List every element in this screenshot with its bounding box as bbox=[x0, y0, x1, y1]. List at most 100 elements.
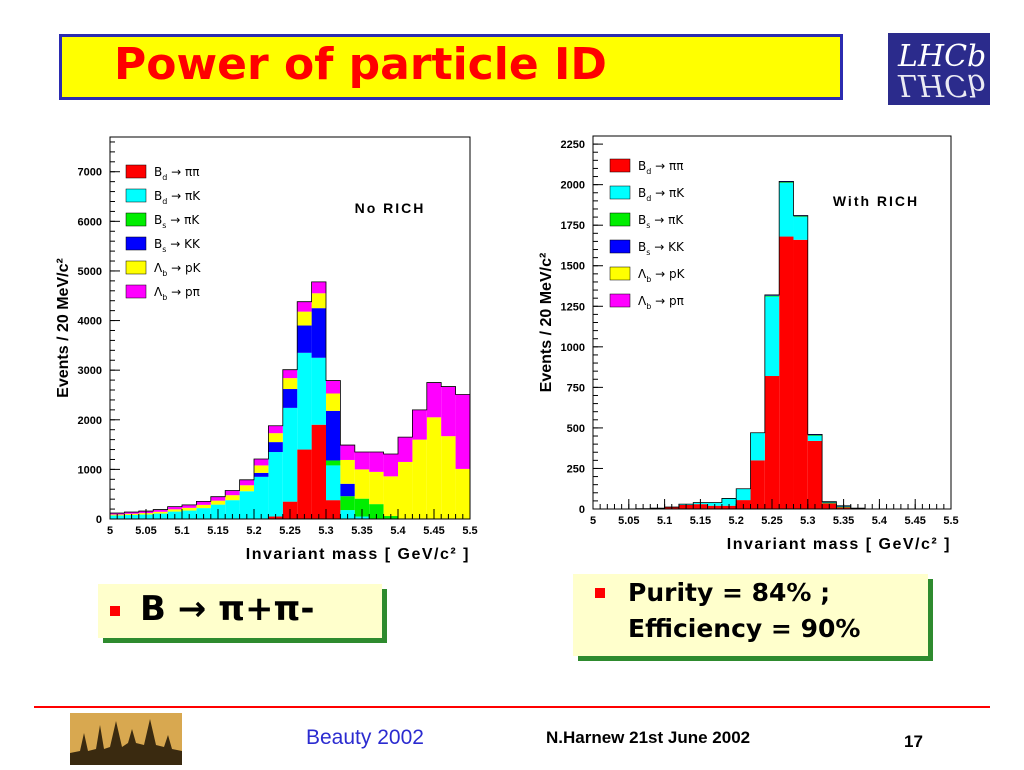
bar-5-23 bbox=[441, 387, 455, 437]
y-tick-label: 750 bbox=[567, 382, 585, 394]
y-tick-label: 0 bbox=[96, 514, 102, 526]
x-tick-label: 5.1 bbox=[657, 515, 672, 527]
bar-5-20 bbox=[398, 437, 412, 462]
legend-swatch bbox=[610, 294, 630, 307]
footer-event: Beauty 2002 bbox=[306, 726, 424, 750]
bar-2-15 bbox=[326, 460, 340, 465]
x-tick-label: 5 bbox=[590, 515, 596, 527]
legend-swatch bbox=[610, 240, 630, 253]
plot-annotation: No RICH bbox=[355, 200, 426, 216]
bar-1-12 bbox=[283, 408, 297, 502]
bar-0-13 bbox=[297, 450, 311, 519]
x-tick-label: 5.1 bbox=[174, 525, 189, 537]
bar-0-14 bbox=[312, 425, 326, 519]
bar-4-4 bbox=[168, 509, 182, 511]
arrow-icon: → bbox=[178, 589, 207, 629]
bar-1-15 bbox=[808, 436, 822, 441]
bar-5-17 bbox=[355, 452, 369, 469]
bar-1-13 bbox=[297, 353, 311, 450]
bar-2-14 bbox=[793, 216, 807, 217]
plot-annotation: With RICH bbox=[833, 193, 919, 209]
bar-0-12 bbox=[765, 376, 779, 509]
footer-divider bbox=[34, 706, 990, 708]
legend-swatch bbox=[126, 237, 146, 250]
bar-3-11 bbox=[268, 442, 282, 452]
x-tick-label: 5.35 bbox=[833, 515, 854, 527]
bar-5-15 bbox=[326, 381, 340, 394]
bar-5-14 bbox=[312, 282, 326, 293]
bar-1-11 bbox=[751, 433, 765, 461]
bar-2-12 bbox=[765, 296, 779, 297]
bar-4-16 bbox=[340, 460, 354, 484]
bar-5-10 bbox=[254, 459, 268, 465]
bar-2-13 bbox=[779, 182, 793, 183]
x-tick-label: 5.15 bbox=[207, 525, 228, 537]
bar-4-17 bbox=[355, 469, 369, 498]
bar-4-13 bbox=[297, 312, 311, 326]
bar-3-12 bbox=[283, 389, 297, 408]
bar-4-21 bbox=[412, 440, 426, 519]
bar-4-20 bbox=[398, 462, 412, 519]
legend-swatch bbox=[610, 267, 630, 280]
bar-1-12 bbox=[765, 297, 779, 376]
bar-5-6 bbox=[196, 501, 210, 504]
y-tick-label: 1750 bbox=[561, 220, 585, 232]
y-tick-label: 2250 bbox=[561, 139, 585, 151]
x-tick-label: 5 bbox=[107, 525, 113, 537]
bar-1-11 bbox=[268, 452, 282, 516]
bar-1-10 bbox=[736, 489, 750, 500]
footer-author-date: N.Harnew 21st June 2002 bbox=[546, 728, 750, 748]
bar-5-18 bbox=[369, 452, 383, 472]
bar-0-13 bbox=[779, 237, 793, 509]
y-tick-label: 250 bbox=[567, 463, 585, 475]
x-tick-label: 5.3 bbox=[800, 515, 815, 527]
bar-0-14 bbox=[793, 240, 807, 509]
bar-5-8 bbox=[225, 490, 239, 495]
bar-5-11 bbox=[268, 426, 282, 433]
bar-1-14 bbox=[312, 358, 326, 425]
x-tick-label: 5.2 bbox=[729, 515, 744, 527]
x-axis-label: Invariant mass [ GeV/c² ] bbox=[727, 536, 951, 553]
x-tick-label: 5.25 bbox=[279, 525, 300, 537]
bar-5-4 bbox=[168, 507, 182, 510]
bar-1-13 bbox=[779, 183, 793, 237]
bar-5-22 bbox=[427, 383, 441, 418]
legend-swatch bbox=[126, 285, 146, 298]
bar-5-12 bbox=[283, 370, 297, 378]
bar-4-15 bbox=[326, 393, 340, 410]
bullet-icon bbox=[110, 606, 120, 616]
bar-4-5 bbox=[182, 508, 196, 511]
bar-2-16 bbox=[822, 503, 836, 504]
x-tick-label: 5.2 bbox=[246, 525, 261, 537]
y-tick-label: 4000 bbox=[78, 316, 102, 328]
bar-5-13 bbox=[297, 302, 311, 312]
bar-4-14 bbox=[312, 293, 326, 308]
bar-4-12 bbox=[283, 378, 297, 389]
legend-swatch bbox=[610, 213, 630, 226]
bar-0-11 bbox=[751, 460, 765, 509]
decay-box: B → π+π- bbox=[98, 584, 382, 638]
y-tick-label: 5000 bbox=[78, 266, 102, 278]
decay-text: B → π+π- bbox=[140, 589, 315, 629]
bar-3-10 bbox=[254, 473, 268, 477]
cathedral-image bbox=[70, 713, 182, 765]
x-tick-label: 5.45 bbox=[423, 525, 444, 537]
bar-1-15 bbox=[326, 465, 340, 500]
bar-5-7 bbox=[211, 497, 225, 501]
y-tick-label: 2000 bbox=[78, 415, 102, 427]
y-tick-label: 6000 bbox=[78, 216, 102, 228]
bar-2-15 bbox=[808, 435, 822, 436]
x-tick-label: 5.35 bbox=[351, 525, 372, 537]
bar-4-7 bbox=[211, 501, 225, 505]
bar-3-16 bbox=[340, 484, 354, 496]
bar-4-19 bbox=[384, 476, 398, 516]
bar-5-19 bbox=[384, 454, 398, 476]
y-tick-label: 1500 bbox=[561, 261, 585, 273]
x-tick-label: 5.4 bbox=[390, 525, 406, 537]
x-tick-label: 5.25 bbox=[761, 515, 782, 527]
efficiency-text: Efficiency = 90% bbox=[628, 614, 860, 643]
x-tick-label: 5.45 bbox=[904, 515, 925, 527]
bar-4-23 bbox=[441, 436, 455, 519]
